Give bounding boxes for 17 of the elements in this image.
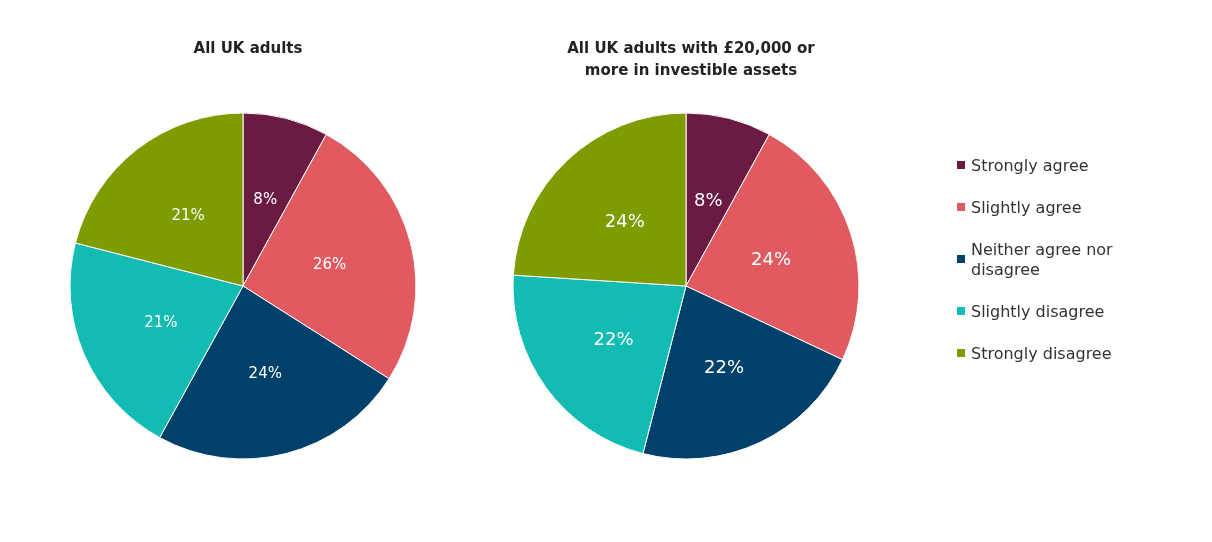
data-label: 8% bbox=[253, 190, 278, 209]
data-label: 8% bbox=[693, 188, 723, 210]
slice-label: All UK adults with £20,000 or more in investible assets bbox=[567, 39, 816, 79]
legend-label: Slightly agree bbox=[971, 197, 1082, 217]
legend-label: Strongly disagree bbox=[971, 343, 1112, 363]
slice-label: All UK adults bbox=[193, 39, 303, 57]
legend-label: Slightly disagree bbox=[971, 301, 1105, 321]
data-label: 24% bbox=[751, 247, 792, 269]
data-label: 21% bbox=[171, 206, 205, 225]
data-label: 26% bbox=[313, 254, 347, 273]
data-label: 24% bbox=[604, 210, 645, 232]
data-label: 22% bbox=[704, 356, 745, 378]
legend-label: Neither agree nor disagree bbox=[971, 239, 1118, 279]
data-label: 22% bbox=[593, 328, 634, 350]
data-label: 24% bbox=[248, 363, 282, 382]
data-label: 21% bbox=[144, 312, 178, 331]
legend-label: Strongly agree bbox=[971, 155, 1089, 175]
